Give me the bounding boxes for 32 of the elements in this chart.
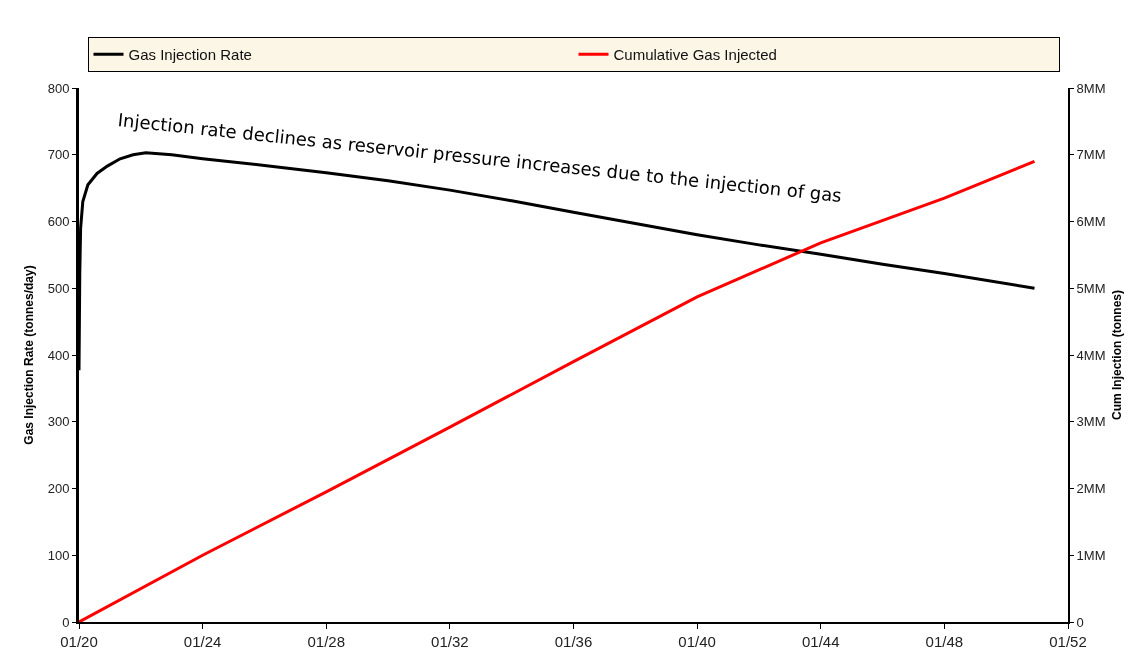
annotation: Injection rate declines as reservoir pressure increases due to the injection of gas	[116, 109, 843, 206]
y2-tick-label: 5MM	[1076, 280, 1106, 296]
y2-tick-label: 8MM	[1076, 80, 1106, 96]
x-tick-label: 01/52	[1049, 633, 1087, 650]
x-tick-label: 01/32	[431, 633, 469, 650]
x-tick-label: 01/48	[925, 633, 964, 650]
y-tick-label: 700	[47, 147, 70, 163]
y2-tick-label: 7MM	[1076, 147, 1106, 163]
y2-tick-label: 4MM	[1076, 347, 1106, 363]
y-tick-label: 0	[62, 614, 70, 630]
y-tick-label: 400	[47, 347, 70, 363]
y-tick-label: 500	[47, 280, 70, 296]
y2-tick-label: 3MM	[1076, 414, 1106, 430]
y-tick-label: 100	[47, 547, 70, 563]
x-tick-label: 01/40	[678, 633, 716, 650]
y2-axis-title: Cum Injection (tonnes)	[1109, 290, 1124, 420]
y-tick-label: 800	[47, 80, 70, 96]
y-tick-label: 300	[47, 414, 70, 430]
y-axis-title: Gas Injection Rate (tonnes/day)	[22, 265, 36, 445]
y2-tick-label: 1MM	[1076, 547, 1106, 563]
y-tick-label: 200	[47, 481, 70, 497]
y2-tick-label: 2MM	[1076, 481, 1106, 497]
y2-tick-label: 6MM	[1076, 214, 1106, 230]
legend-label: Gas Injection Rate	[128, 46, 252, 64]
y2-tick-label: 0	[1076, 614, 1084, 630]
y-tick-label: 600	[47, 214, 70, 230]
legend-label: Cumulative Gas Injected	[613, 46, 777, 64]
x-tick-label: 01/28	[307, 633, 346, 650]
x-tick-label: 01/36	[554, 633, 593, 650]
x-tick-label: 01/24	[183, 633, 222, 650]
x-tick-label: 01/44	[801, 633, 840, 650]
x-tick-label: 01/20	[60, 633, 98, 650]
